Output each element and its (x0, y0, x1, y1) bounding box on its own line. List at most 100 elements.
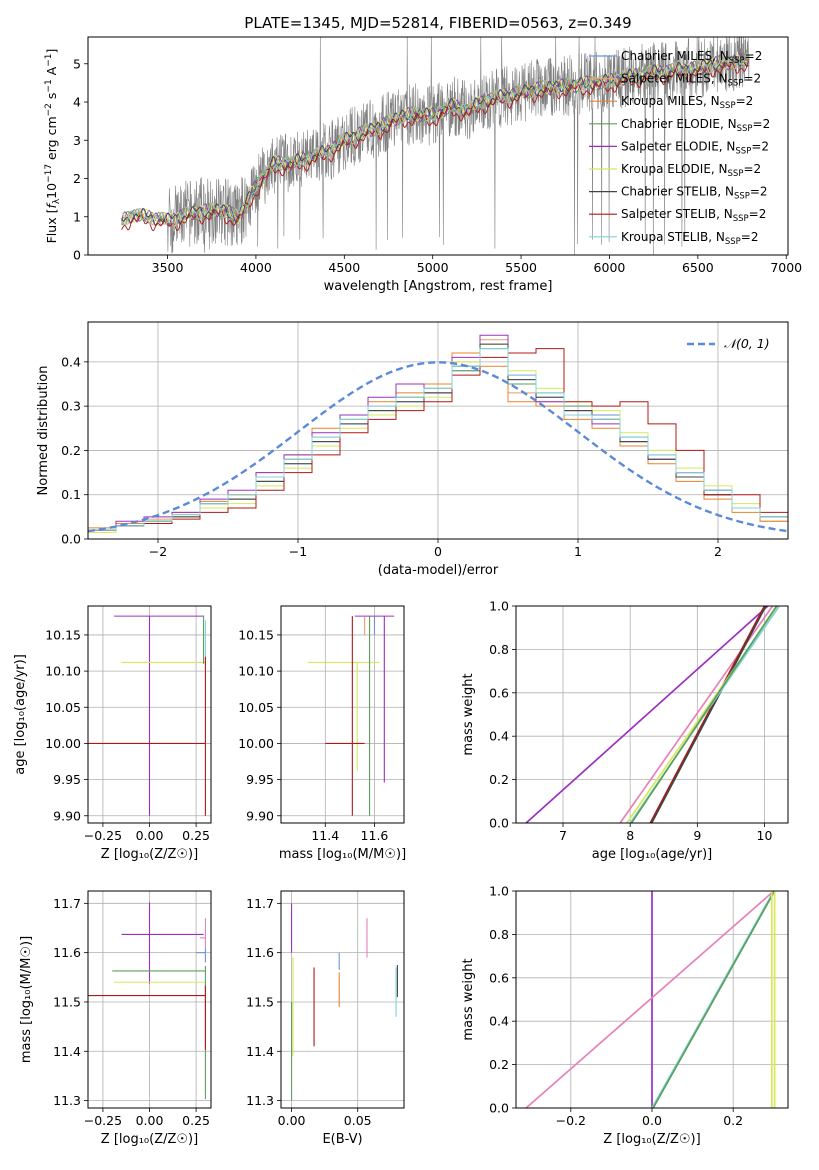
y-label-part: A (44, 66, 59, 79)
spectrum-y-tick-label: 4 (73, 95, 81, 110)
model-line-chabrier-elodie (121, 52, 749, 227)
massweight_vs_Z-x-tick-label: 0.2 (723, 1113, 743, 1128)
legend-text: =2 (753, 117, 771, 131)
mass_vs_Z-x-tick-label: 0.25 (182, 1113, 210, 1128)
legend-entry: Salpeter MILES, NSSP=2 (621, 72, 761, 89)
spectrum-y-axis-label: Flux [fλ10−17 erg cm−2 s−1 A−1] (44, 49, 62, 244)
massweight_vs_Z-y-tick-label: 0.4 (489, 1014, 509, 1029)
legend-text: =2 (751, 139, 769, 153)
spectrum-x-tick-label: 6000 (594, 260, 626, 275)
legend-entry: 𝒩(0, 1) (724, 336, 770, 351)
y-label-part: f (44, 203, 59, 209)
spectrum-y-tick-label: 0 (73, 248, 81, 263)
legend-text: Salpeter STELIB, N (621, 207, 733, 221)
legend-subscript: SSP (735, 146, 751, 156)
mass_vs_ebv-y-tick-label: 11.6 (246, 945, 274, 960)
y-label-part: λ (52, 198, 62, 204)
model-line-salpeter-stelib (121, 60, 749, 232)
residuals-chart: −2 −1 0 1 2 0.0 0.1 0.2 0.3 0.4 (data-model)/error… (36, 321, 789, 578)
y-label-part: −1 (44, 53, 54, 66)
massweight_vs_age-y-tick-label: 1.0 (489, 599, 509, 614)
mass_vs_Z-y-axis-label: mass [log₁₀(M/M☉)] (19, 936, 34, 1063)
spectrum-x-tick-label: 4000 (240, 260, 272, 275)
model-line-chabrier-stelib (121, 55, 749, 226)
legend-entry: Salpeter STELIB, NSSP=2 (621, 207, 766, 224)
axes-frame (515, 605, 789, 824)
age-vs-mass-chart: 11.4 11.6 9.90 9.95 10.00 10.05 10.10 10.15 mass… (238, 605, 406, 862)
massweight_vs_Z-y-tick-label: 1.0 (489, 884, 509, 899)
massweight_vs_age-y-tick-label: 0.2 (489, 772, 509, 787)
y-label-part: −1 (44, 79, 54, 92)
legend-subscript: SSP (737, 124, 753, 134)
cumulative-mass-line (650, 605, 767, 824)
legend-entry: Chabrier STELIB, NSSP=2 (621, 185, 768, 202)
axes-frame (87, 36, 789, 256)
legend-text: =2 (743, 162, 761, 176)
mass_vs_Z-y-tick-label: 11.6 (53, 945, 81, 960)
y-label-part: −17 (44, 164, 54, 183)
massweight_vs_age-y-tick-label: 0.4 (489, 729, 509, 744)
cumulative-mass-line (525, 890, 775, 1109)
histogram-kroupa-stelib (87, 348, 789, 539)
massweight_vs_Z-x-axis-label: Z [log₁₀(Z/Z☉)] (603, 1132, 700, 1147)
age_vs_Z-y-tick-label: 9.90 (53, 808, 81, 823)
age_vs_Z-y-tick-label: 10.05 (45, 700, 81, 715)
legend-text: Chabrier MILES, N (621, 49, 729, 63)
residuals-x-axis-label: (data-model)/error (378, 563, 499, 578)
observed-spectrum-line (121, 37, 750, 255)
age_vs_mass-y-tick-label: 9.95 (246, 772, 274, 787)
legend-entry: Kroupa ELODIE, NSSP=2 (621, 162, 761, 179)
mass_vs_Z-y-tick-label: 11.7 (53, 896, 81, 911)
residuals-y-tick-label: 0.0 (61, 532, 81, 547)
legend-entry: Kroupa MILES, NSSP=2 (621, 94, 753, 111)
massweight_vs_Z-y-axis-label: mass weight (461, 958, 476, 1040)
y-label-part: Flux [ (44, 209, 59, 244)
age-vs-Z-chart: −0.25 0.00 0.25 9.90 9.95 10.00 10.05 10.10 10.1… (13, 605, 212, 862)
mass_vs_Z-x-axis-label: Z [log₁₀(Z/Z☉)] (101, 1132, 198, 1147)
mass_vs_ebv-x-tick-label: 0.00 (278, 1113, 306, 1128)
y-label-part: −2 (44, 103, 54, 116)
cumulative-mass-line (525, 605, 769, 824)
residuals-x-tick-label: 1 (574, 544, 582, 559)
spectrum-x-axis-label: wavelength [Angstrom, rest frame] (324, 279, 553, 294)
mass_vs_ebv-y-tick-label: 11.5 (246, 994, 274, 1009)
age_vs_mass-y-tick-label: 10.10 (238, 664, 274, 679)
cumulative-mass-line (652, 890, 776, 1109)
legend-text: =2 (741, 230, 759, 244)
legend-subscript: SSP (734, 192, 750, 202)
mass_vs_ebv-x-axis-label: E(B-V) (322, 1132, 362, 1147)
legend-entry: Chabrier MILES, NSSP=2 (621, 49, 762, 66)
y-label-part: ] (44, 49, 59, 54)
residuals-x-tick-label: −2 (149, 544, 167, 559)
age_vs_Z-x-axis-label: Z [log₁₀(Z/Z☉)] (101, 847, 198, 862)
legend-text: Chabrier STELIB, N (621, 185, 734, 199)
age_vs_mass-y-tick-label: 10.15 (238, 627, 274, 642)
model-line-kroupa-elodie (121, 53, 749, 227)
model-line-kroupa-stelib (121, 53, 749, 227)
residuals-x-tick-label: 2 (714, 544, 722, 559)
legend-subscript: SSP (725, 237, 741, 247)
massweight_vs_Z-y-tick-label: 0.6 (489, 970, 509, 985)
y-label-part: s (44, 93, 59, 104)
axes-frame (280, 605, 405, 824)
residuals-y-tick-label: 0.2 (61, 443, 81, 458)
mass_vs_ebv-y-tick-label: 11.7 (246, 896, 274, 911)
age_vs_mass-y-tick-label: 9.90 (246, 808, 274, 823)
legend-subscript: SSP (728, 79, 744, 89)
legend-entry: Chabrier ELODIE, NSSP=2 (621, 117, 770, 134)
massweight_vs_Z-x-tick-label: 0.0 (642, 1113, 662, 1128)
age_vs_mass-x-tick-label: 11.6 (361, 828, 389, 843)
mass_vs_ebv-y-tick-label: 11.3 (246, 1093, 274, 1108)
age_vs_Z-y-tick-label: 10.15 (45, 627, 81, 642)
legend-text: =2 (749, 207, 767, 221)
spectrum-chart: PLATE=1345, MJD=52814, FIBERID=0563, z=0… (44, 14, 802, 294)
residuals-y-tick-label: 0.4 (61, 354, 81, 369)
age_vs_Z-x-tick-label: 0.25 (182, 828, 210, 843)
legend-text: =2 (743, 72, 761, 86)
age_vs_mass-x-tick-label: 11.4 (311, 828, 339, 843)
mass_vs_Z-x-tick-label: −0.25 (84, 1113, 122, 1128)
massweight_vs_age-x-tick-label: 7 (559, 828, 567, 843)
y-label-part: 10 (44, 183, 59, 199)
massweight_vs_age-y-tick-label: 0.8 (489, 642, 509, 657)
